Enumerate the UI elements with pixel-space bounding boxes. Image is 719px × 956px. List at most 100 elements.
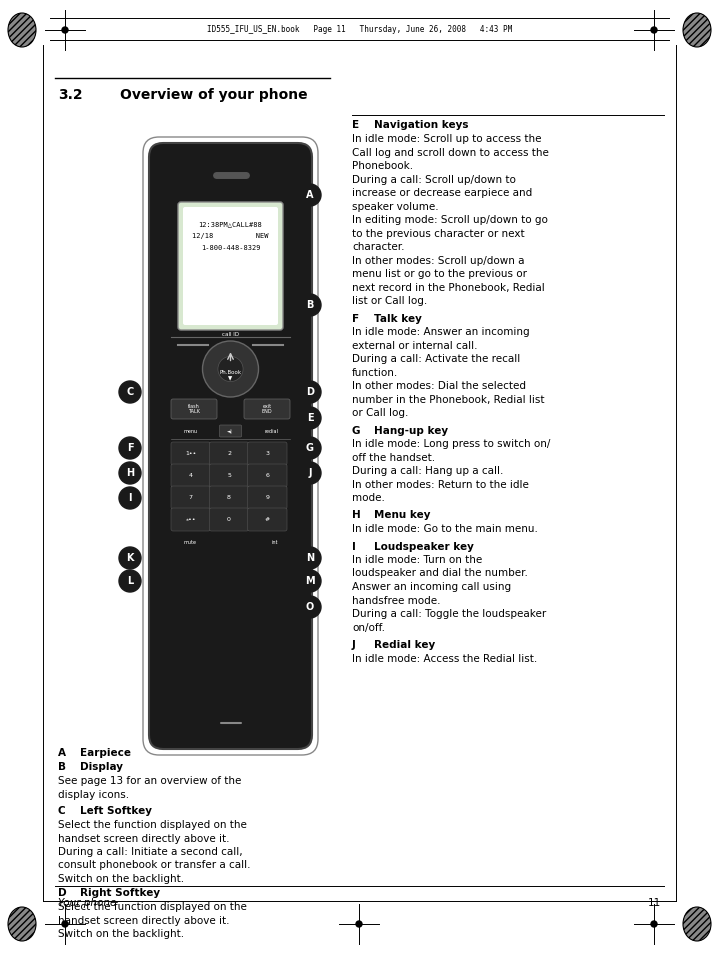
FancyBboxPatch shape [178, 202, 283, 330]
Circle shape [62, 921, 68, 927]
Text: menu: menu [183, 428, 197, 433]
Text: Navigation keys: Navigation keys [374, 120, 469, 130]
Text: In idle mode: Turn on the: In idle mode: Turn on the [352, 555, 482, 565]
Text: I: I [128, 493, 132, 503]
Circle shape [119, 462, 141, 484]
Text: In idle mode: Access the Redial list.: In idle mode: Access the Redial list. [352, 654, 537, 663]
Text: Call log and scroll down to access the: Call log and scroll down to access the [352, 147, 549, 158]
Text: on/off.: on/off. [352, 622, 385, 633]
Text: handset screen directly above it.: handset screen directly above it. [58, 834, 229, 843]
Text: function.: function. [352, 367, 398, 378]
Text: 7: 7 [188, 495, 193, 500]
Text: consult phonebook or transfer a call.: consult phonebook or transfer a call. [58, 860, 250, 871]
Text: In other modes: Return to the idle: In other modes: Return to the idle [352, 480, 529, 489]
Circle shape [299, 462, 321, 484]
Circle shape [119, 381, 141, 403]
Circle shape [299, 437, 321, 459]
Text: ▼: ▼ [229, 377, 233, 381]
Text: O: O [306, 602, 314, 612]
Text: C: C [127, 387, 134, 397]
Circle shape [203, 341, 259, 397]
Text: mode.: mode. [352, 493, 385, 503]
Text: 12/18          NEW: 12/18 NEW [192, 233, 269, 239]
FancyBboxPatch shape [247, 464, 287, 487]
Text: In editing mode: Scroll up/down to go: In editing mode: Scroll up/down to go [352, 215, 548, 225]
Text: B: B [306, 300, 313, 310]
Text: Menu key: Menu key [374, 511, 431, 520]
Text: speaker volume.: speaker volume. [352, 202, 439, 211]
Text: In idle mode: Scroll up to access the: In idle mode: Scroll up to access the [352, 134, 541, 144]
FancyBboxPatch shape [171, 399, 217, 419]
Text: 2: 2 [227, 451, 231, 456]
Text: loudspeaker and dial the number.: loudspeaker and dial the number. [352, 569, 528, 578]
Text: Ph.Book: Ph.Book [219, 370, 242, 375]
Text: 3.2: 3.2 [58, 88, 83, 102]
Text: A: A [58, 748, 66, 758]
Circle shape [299, 407, 321, 429]
FancyBboxPatch shape [247, 508, 287, 531]
Text: In other modes: Dial the selected: In other modes: Dial the selected [352, 381, 526, 391]
Text: number in the Phonebook, Redial list: number in the Phonebook, Redial list [352, 395, 544, 404]
Text: 1-800-448-8329: 1-800-448-8329 [201, 245, 260, 251]
Text: N: N [306, 553, 314, 563]
FancyBboxPatch shape [247, 442, 287, 465]
Text: 3: 3 [265, 451, 270, 456]
FancyBboxPatch shape [209, 442, 249, 465]
Text: 5: 5 [227, 473, 231, 478]
Text: C: C [58, 806, 65, 816]
Text: J: J [308, 468, 312, 478]
Text: Talk key: Talk key [374, 314, 422, 323]
Text: Left Softkey: Left Softkey [80, 806, 152, 816]
Text: I: I [352, 541, 356, 552]
Text: Loudspeaker key: Loudspeaker key [374, 541, 474, 552]
Text: Redial key: Redial key [374, 640, 435, 650]
Text: H: H [352, 511, 361, 520]
Text: 9: 9 [265, 495, 270, 500]
Text: Your phone: Your phone [58, 898, 116, 908]
Text: mute: mute [183, 539, 196, 545]
Text: In idle mode: Long press to switch on/: In idle mode: Long press to switch on/ [352, 439, 550, 449]
Text: H: H [126, 468, 134, 478]
Text: list or Call log.: list or Call log. [352, 296, 427, 306]
Circle shape [299, 570, 321, 592]
Text: display icons.: display icons. [58, 790, 129, 800]
Text: G: G [306, 443, 314, 453]
Text: Phonebook.: Phonebook. [352, 161, 413, 171]
Circle shape [651, 27, 657, 33]
Text: During a call: Activate the recall: During a call: Activate the recall [352, 354, 521, 364]
Text: redial: redial [264, 428, 278, 433]
Text: K: K [127, 553, 134, 563]
Ellipse shape [683, 13, 711, 47]
Text: Select the function displayed on the: Select the function displayed on the [58, 820, 247, 830]
Text: A: A [306, 190, 313, 200]
Text: off the handset.: off the handset. [352, 452, 435, 463]
Circle shape [651, 921, 657, 927]
Circle shape [119, 570, 141, 592]
FancyBboxPatch shape [209, 486, 249, 509]
FancyBboxPatch shape [149, 143, 312, 749]
FancyBboxPatch shape [219, 425, 242, 437]
Text: exit
END: exit END [262, 403, 273, 414]
FancyBboxPatch shape [209, 464, 249, 487]
Text: In idle mode: Answer an incoming: In idle mode: Answer an incoming [352, 327, 530, 337]
Text: During a call: Hang up a call.: During a call: Hang up a call. [352, 466, 503, 476]
FancyBboxPatch shape [171, 464, 211, 487]
Text: Right Softkey: Right Softkey [80, 888, 160, 898]
Text: During a call: Toggle the loudspeaker: During a call: Toggle the loudspeaker [352, 609, 546, 619]
Text: Select the function displayed on the: Select the function displayed on the [58, 902, 247, 912]
Circle shape [299, 547, 321, 569]
Text: int: int [272, 539, 278, 545]
Text: ⁎••: ⁎•• [186, 517, 196, 522]
Text: handset screen directly above it.: handset screen directly above it. [58, 916, 229, 925]
Circle shape [299, 596, 321, 618]
Text: Earpiece: Earpiece [80, 748, 131, 758]
Text: increase or decrease earpiece and: increase or decrease earpiece and [352, 188, 532, 198]
Text: J: J [352, 640, 356, 650]
Ellipse shape [683, 907, 711, 941]
Text: call ID: call ID [222, 332, 239, 337]
Circle shape [119, 487, 141, 509]
Circle shape [218, 357, 243, 381]
Text: flash
TALK: flash TALK [188, 403, 200, 414]
Circle shape [62, 27, 68, 33]
FancyBboxPatch shape [209, 508, 249, 531]
